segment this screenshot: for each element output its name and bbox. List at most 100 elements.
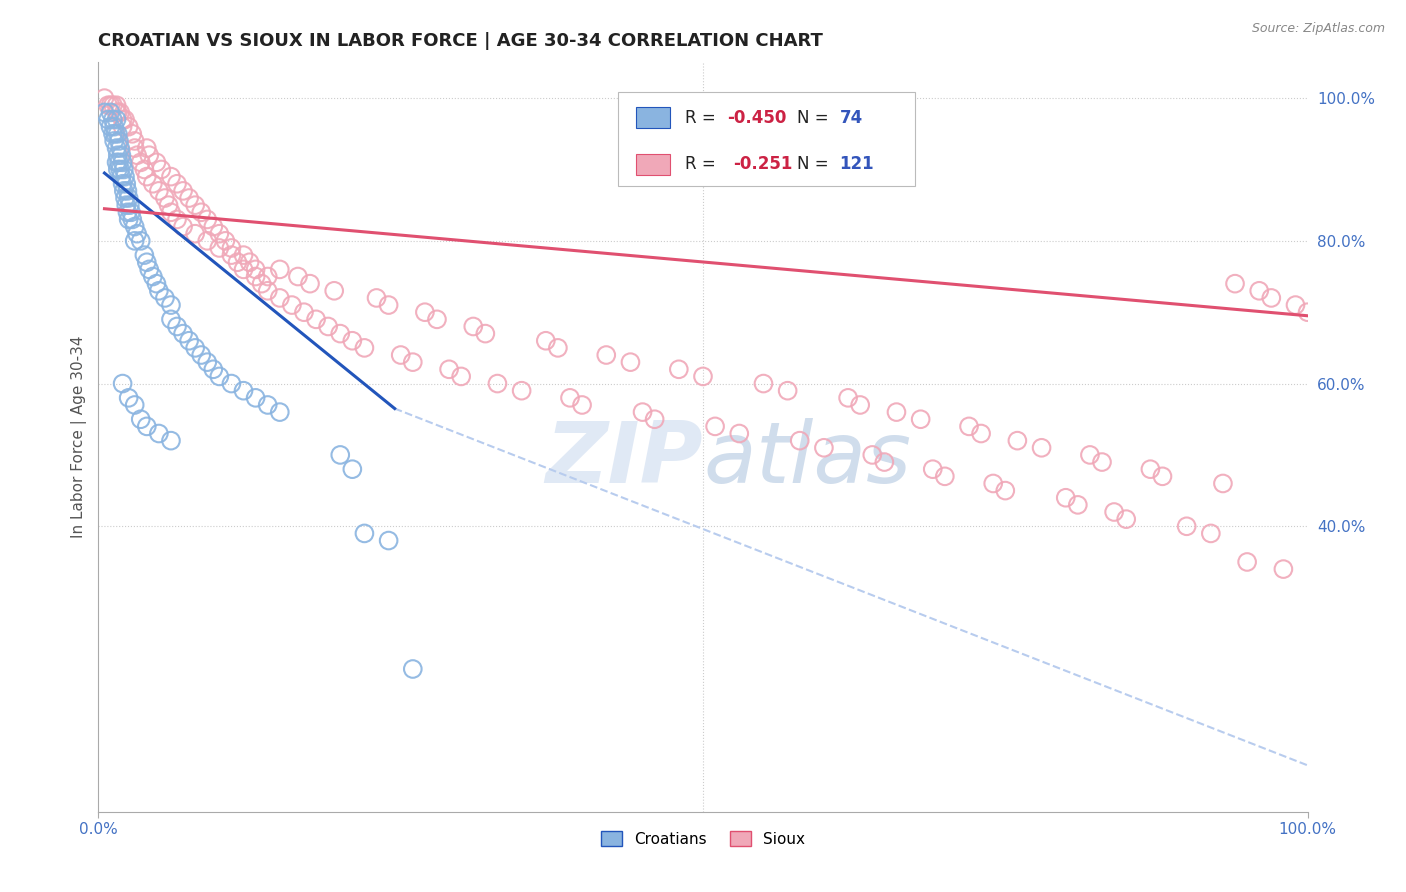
Y-axis label: In Labor Force | Age 30-34: In Labor Force | Age 30-34 [72, 335, 87, 539]
Point [117, 184, 139, 198]
Point [1249, 284, 1271, 298]
Point [105, 112, 128, 127]
Point [179, 191, 201, 205]
Text: R =: R = [685, 109, 721, 127]
Point [172, 219, 194, 234]
Point [202, 362, 225, 376]
Point [166, 319, 188, 334]
Point [160, 205, 183, 219]
Point [1175, 519, 1198, 533]
Point [631, 405, 654, 419]
Point [93, 91, 115, 105]
Point [108, 141, 131, 155]
Point [117, 205, 139, 219]
Point [124, 219, 146, 234]
Point [305, 312, 328, 326]
Point [157, 198, 180, 212]
Point [377, 298, 399, 312]
Point [153, 191, 176, 205]
Point [184, 198, 207, 212]
Text: CROATIAN VS SIOUX IN LABOR FORCE | AGE 30-34 CORRELATION CHART: CROATIAN VS SIOUX IN LABOR FORCE | AGE 3… [98, 32, 824, 50]
Point [342, 462, 364, 476]
Point [1223, 277, 1246, 291]
Point [208, 241, 231, 255]
Point [110, 148, 132, 162]
Point [195, 355, 218, 369]
Legend: Croatians, Sioux: Croatians, Sioux [595, 824, 811, 853]
Point [111, 177, 134, 191]
Point [837, 391, 859, 405]
Point [208, 227, 231, 241]
Point [114, 191, 136, 205]
Point [124, 141, 146, 155]
Point [127, 148, 149, 162]
Point [138, 148, 160, 162]
Point [281, 298, 304, 312]
Point [269, 291, 291, 305]
Point [1284, 298, 1306, 312]
Point [129, 234, 152, 248]
Point [118, 191, 141, 205]
Text: 74: 74 [839, 109, 863, 127]
Point [813, 441, 835, 455]
Point [118, 212, 141, 227]
Point [245, 391, 267, 405]
Point [366, 291, 388, 305]
Point [221, 241, 243, 255]
Point [463, 319, 485, 334]
Point [101, 98, 124, 112]
Point [1296, 305, 1319, 319]
Point [534, 334, 557, 348]
Point [1199, 526, 1222, 541]
Point [202, 219, 225, 234]
Point [239, 255, 262, 269]
Point [160, 298, 183, 312]
Point [93, 105, 115, 120]
Point [153, 291, 176, 305]
Point [752, 376, 775, 391]
Point [150, 162, 173, 177]
Point [135, 141, 157, 155]
Point [232, 262, 254, 277]
Point [981, 476, 1004, 491]
Point [692, 369, 714, 384]
Point [450, 369, 472, 384]
Point [172, 326, 194, 341]
Point [329, 326, 352, 341]
Bar [637, 153, 671, 175]
Point [118, 391, 141, 405]
Text: Source: ZipAtlas.com: Source: ZipAtlas.com [1251, 22, 1385, 36]
Point [104, 127, 127, 141]
Point [103, 134, 125, 148]
Point [571, 398, 593, 412]
Point [1115, 512, 1137, 526]
Text: -0.450: -0.450 [727, 109, 786, 127]
Point [160, 169, 183, 184]
Point [108, 105, 131, 120]
Point [121, 212, 143, 227]
Point [105, 98, 128, 112]
Point [108, 155, 131, 169]
Point [221, 248, 243, 262]
Point [232, 248, 254, 262]
Point [103, 120, 125, 134]
Point [142, 177, 165, 191]
Text: 121: 121 [839, 155, 875, 173]
Point [256, 398, 278, 412]
Point [124, 398, 146, 412]
Point [148, 284, 170, 298]
Point [105, 105, 128, 120]
Text: ZIP: ZIP [546, 418, 703, 501]
Point [145, 277, 167, 291]
Text: -0.251: -0.251 [734, 155, 793, 173]
Point [112, 184, 135, 198]
Point [256, 269, 278, 284]
Point [148, 184, 170, 198]
Point [184, 227, 207, 241]
Point [776, 384, 799, 398]
Point [474, 326, 496, 341]
Point [110, 169, 132, 184]
FancyBboxPatch shape [619, 93, 915, 186]
Point [195, 234, 218, 248]
Text: R =: R = [685, 155, 725, 173]
